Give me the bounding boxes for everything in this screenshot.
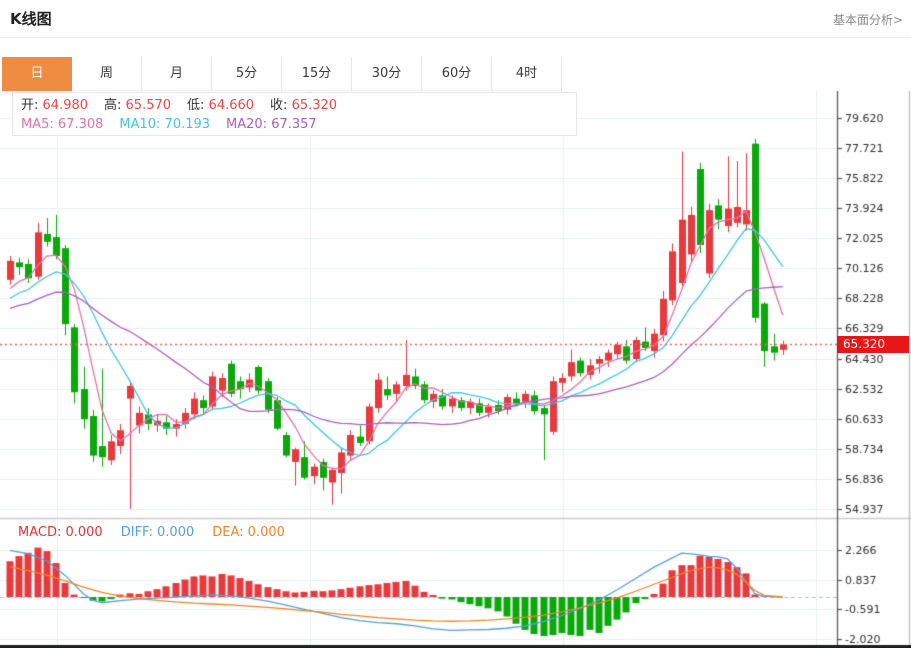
ohlc-value-0: 64.980: [38, 98, 89, 113]
ohlc-0: 开: 64.980: [21, 98, 88, 113]
ohlc-legend-box: 开: 64.980 高: 65.570 低: 64.660 收: 65.320 MA5…: [12, 92, 577, 136]
ohlc-label-2: 低:: [187, 98, 205, 113]
ma-row: MA5: 67.308 MA10: 70.193 MA20: 67.357: [21, 115, 576, 134]
current-price-badge: 65.320: [837, 335, 909, 353]
macd-label-0: MACD:: [18, 525, 62, 540]
tab-60分[interactable]: 60分: [422, 57, 492, 91]
ohlc-label-0: 开:: [21, 98, 39, 113]
kline-chart-canvas[interactable]: [0, 91, 911, 648]
tab-30分[interactable]: 30分: [352, 57, 422, 91]
fundamental-analysis-link[interactable]: 基本面分析>: [832, 13, 903, 27]
ohlc-1: 高: 65.570: [104, 98, 171, 113]
macd-value-2: 0.000: [243, 525, 285, 540]
ma-label-0: MA5:: [21, 117, 54, 132]
ma-value-0: 67.308: [53, 117, 104, 132]
page-header: K线图 基本面分析>: [0, 0, 911, 38]
ma-value-1: 70.193: [160, 117, 211, 132]
tab-周[interactable]: 周: [72, 57, 142, 91]
macd-value-1: 0.000: [152, 525, 195, 540]
tab-5分[interactable]: 5分: [212, 57, 282, 91]
ma-label-1: MA10:: [119, 117, 161, 132]
ohlc-label-3: 收:: [270, 98, 288, 113]
macd-0: MACD: 0.000: [18, 525, 103, 540]
period-tabs: 日周月 5分 15分 30分 60分 4时: [2, 57, 562, 91]
ohlc-2: 低: 64.660: [187, 98, 254, 113]
ma-label-2: MA20:: [226, 117, 268, 132]
macd-legend: MACD: 0.000 DIFF: 0.000 DEA: 0.000: [18, 524, 303, 542]
ma-0: MA5: 67.308: [21, 117, 103, 132]
ohlc-value-3: 65.320: [287, 98, 338, 113]
ohlc-label-1: 高:: [104, 98, 122, 113]
macd-label-2: DEA:: [212, 525, 244, 540]
tab-4时[interactable]: 4时: [492, 57, 562, 91]
tab-月[interactable]: 月: [142, 57, 212, 91]
page-title: K线图: [10, 10, 52, 28]
ma-1: MA10: 70.193: [119, 117, 210, 132]
chart-area: 开: 64.980 高: 65.570 低: 64.660 收: 65.320 MA5…: [0, 91, 911, 648]
tab-15分[interactable]: 15分: [282, 57, 352, 91]
macd-value-0: 0.000: [61, 525, 103, 540]
tab-日[interactable]: 日: [2, 57, 72, 91]
macd-2: DEA: 0.000: [212, 525, 285, 540]
ma-value-2: 67.357: [267, 117, 317, 132]
ma-2: MA20: 67.357: [226, 117, 317, 132]
macd-label-1: DIFF:: [120, 525, 153, 540]
ohlc-row: 开: 64.980 高: 65.570 低: 64.660 收: 65.320: [21, 96, 576, 115]
ohlc-3: 收: 65.320: [270, 98, 337, 113]
macd-1: DIFF: 0.000: [121, 525, 195, 540]
ohlc-value-1: 65.570: [121, 98, 172, 113]
ohlc-value-2: 64.660: [204, 98, 255, 113]
